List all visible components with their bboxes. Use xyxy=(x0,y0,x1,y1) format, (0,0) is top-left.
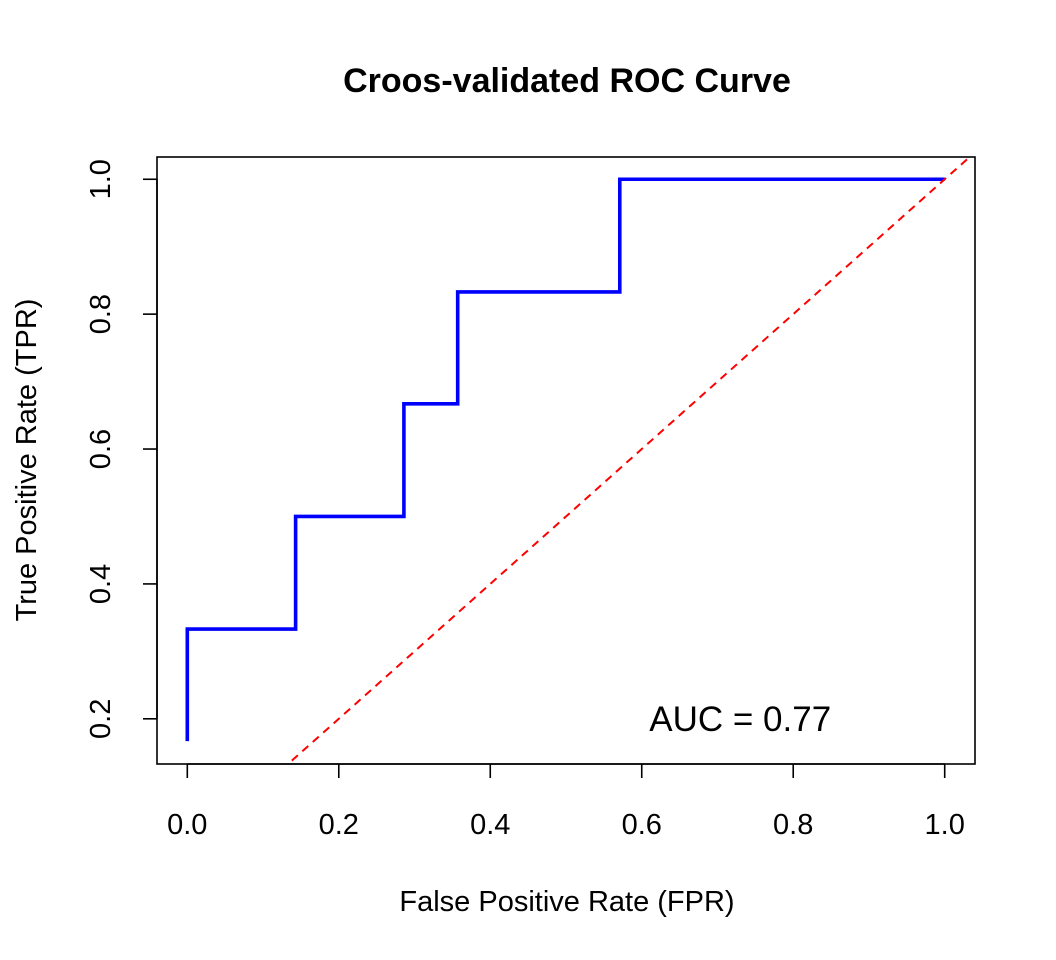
roc-curve-line xyxy=(185,177,945,742)
y-tick-label: 1.0 xyxy=(85,159,117,199)
y-tick-label: 0.2 xyxy=(85,699,117,739)
y-tick-label: 0.6 xyxy=(85,429,117,469)
series-layer xyxy=(185,157,971,764)
x-axis-label: False Positive Rate (FPR) xyxy=(399,886,734,918)
x-axis: 0.0 0.2 0.4 0.6 0.8 1.0 xyxy=(167,763,965,841)
x-tick-label: 0.0 xyxy=(167,809,207,841)
plot-area-frame xyxy=(156,156,976,765)
y-axis-label: True Positive Rate (TPR) xyxy=(11,299,43,622)
auc-annotation: AUC = 0.77 xyxy=(649,700,831,739)
y-tick-label: 0.4 xyxy=(85,564,117,604)
diagonal-reference-line xyxy=(286,157,971,764)
x-tick-label: 0.4 xyxy=(470,809,510,841)
annotation-layer: AUC = 0.77 xyxy=(649,700,831,739)
x-tick-label: 0.8 xyxy=(773,809,813,841)
x-tick-label: 0.6 xyxy=(622,809,662,841)
x-tick-label: 1.0 xyxy=(925,809,965,841)
chart-title: Croos-validated ROC Curve xyxy=(343,62,791,100)
y-tick-label: 0.8 xyxy=(85,294,117,334)
x-tick-label: 0.2 xyxy=(319,809,359,841)
y-axis: 0.2 0.4 0.6 0.8 1.0 xyxy=(85,159,158,739)
